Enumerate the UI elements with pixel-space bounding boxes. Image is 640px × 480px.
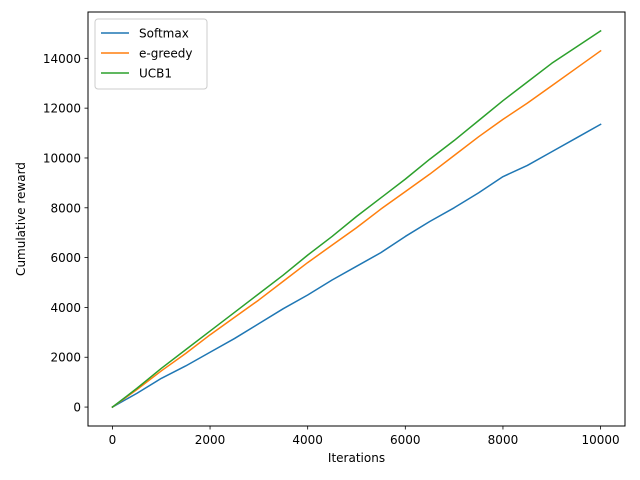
legend-label-ucb1: UCB1 <box>139 67 172 81</box>
x-tick-label: 6000 <box>390 433 421 447</box>
y-tick-label: 10000 <box>43 151 81 165</box>
x-tick-label: 10000 <box>581 433 619 447</box>
x-tick-label: 8000 <box>488 433 519 447</box>
y-tick-label: 0 <box>73 401 81 415</box>
x-tick-label: 4000 <box>292 433 323 447</box>
y-axis-label: Cumulative reward <box>14 162 28 276</box>
series-line-ucb1 <box>111 29 602 409</box>
legend-label-softmax: Softmax <box>139 27 189 41</box>
legend-label-e-greedy: e-greedy <box>139 47 192 61</box>
x-tick-label: 0 <box>109 433 117 447</box>
series-line-e-greedy <box>111 49 602 409</box>
series-line-softmax <box>111 123 602 409</box>
y-tick-label: 14000 <box>43 52 81 66</box>
x-axis-label: Iterations <box>328 451 385 465</box>
legend: Softmax e-greedy UCB1 <box>94 18 208 90</box>
x-axis: 0 2000 4000 6000 8000 10000 <box>109 426 620 447</box>
y-axis: 0 2000 4000 6000 8000 10000 12000 14000 <box>43 52 88 415</box>
y-tick-label: 8000 <box>50 201 81 215</box>
legend-box <box>94 18 208 90</box>
y-tick-label: 6000 <box>50 251 81 265</box>
y-tick-label: 4000 <box>50 301 81 315</box>
series-layer <box>111 29 602 409</box>
plot-area-frame <box>87 11 626 427</box>
x-tick-label: 2000 <box>195 433 226 447</box>
y-tick-label: 12000 <box>43 102 81 116</box>
y-tick-label: 2000 <box>50 351 81 365</box>
